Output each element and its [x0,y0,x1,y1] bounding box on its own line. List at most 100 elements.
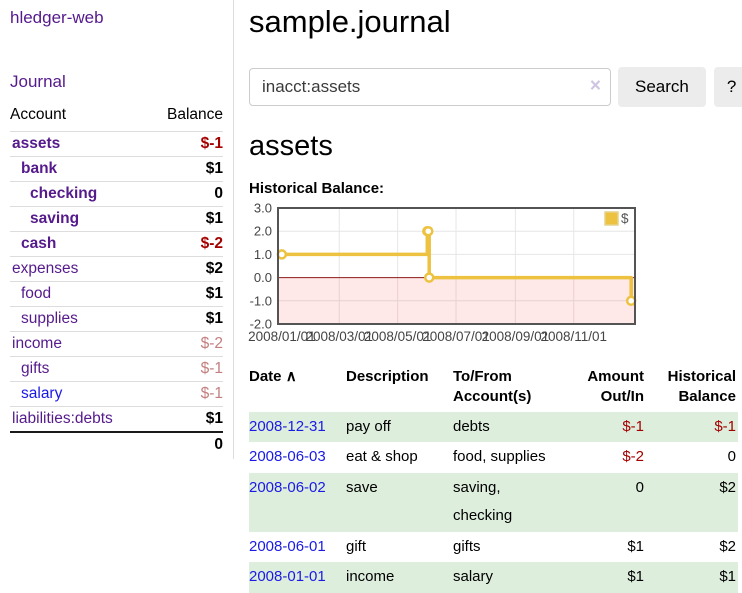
transaction-description: eat & shop [346,448,418,465]
accounts-header-balance: Balance [166,106,223,123]
transaction-accounts: saving, checking [453,478,513,525]
app-title-link[interactable]: hledger-web [10,8,104,27]
x-tick-label: 2008/11/01 [540,329,607,344]
transaction-row[interactable]: 2008-06-02 save saving, checking 0 $2 [249,472,738,532]
search-input[interactable] [249,68,611,106]
transaction-amount: $1 [627,568,644,585]
negative-region [278,277,635,324]
account-heading: assets [249,130,333,162]
account-balance: 0 [214,185,223,202]
register-header-row: Date ∧ Description To/From Account(s) Am… [249,365,738,412]
accounts-total-spacer [10,432,148,457]
account-balance: $-2 [200,235,223,252]
transaction-row[interactable]: 2008-12-31 pay off debts $-1 $-1 [249,411,738,442]
app-title: hledger-web [10,8,223,28]
account-link-bank[interactable]: bank [21,160,58,177]
y-tick-label: 2.0 [254,224,272,239]
search-box: × [249,68,611,106]
account-link-expenses[interactable]: expenses [12,260,79,277]
search-button[interactable]: Search [618,67,706,107]
transaction-row[interactable]: 2008-06-03 eat & shop food, supplies $-2 0 [249,442,738,473]
legend-swatch [604,211,619,226]
transaction-date-link[interactable]: 2008-06-02 [249,478,326,496]
y-tick-label: -1.0 [250,293,272,308]
data-point-marker [423,225,434,237]
data-point-marker [276,249,288,260]
transaction-amount: $1 [627,537,644,555]
transaction-date-link[interactable]: 2008-06-01 [249,537,326,555]
chart-border [277,207,636,325]
account-link-assets[interactable]: assets [12,135,61,152]
account-link-supplies[interactable]: supplies [21,310,78,327]
search-row: × Search ? [249,67,742,107]
clear-search-icon[interactable]: × [589,75,601,97]
transaction-accounts: debts [453,417,490,435]
nav-journal: Journal [10,72,223,92]
accounts-header-row: Account Balance [10,106,223,132]
transaction-amount: 0 [635,478,644,496]
account-link-cash[interactable]: cash [21,235,57,252]
account-row: checking 0 [10,181,223,207]
account-link-income[interactable]: income [12,335,62,352]
account-balance: $-1 [200,385,223,402]
account-row: supplies $1 [10,306,223,332]
y-tick-label: 0.0 [254,270,272,285]
col-header-description: Description [346,368,429,385]
account-row: assets $-1 [10,131,223,157]
transaction-row[interactable]: 2008-06-01 gift gifts $1 $2 [249,532,738,563]
account-row: bank $1 [10,156,223,182]
account-row: cash $-2 [10,231,223,257]
account-link-liabilities-debts[interactable]: liabilities:debts [12,410,113,427]
account-row: liabilities:debts $1 [10,406,223,433]
accounts-total-row: 0 [10,432,223,457]
sidebar: hledger-web Journal Account Balance asse… [0,0,234,459]
account-balance: $1 [205,285,223,302]
account-balance: $2 [205,260,223,277]
accounts-table: Account Balance assets $-1 bank $1 checking 0… [10,106,223,457]
account-row: salary $-1 [10,381,223,407]
transaction-accounts: food, supplies [453,448,546,465]
account-link-salary[interactable]: salary [21,385,63,402]
transaction-description: save [346,478,378,496]
transaction-row[interactable]: 2008-01-01 income salary $1 $1 [249,562,738,593]
x-tick-label: 2008/05/01 [364,329,432,344]
transaction-balance: $2 [719,537,736,555]
account-link-checking[interactable]: checking [30,185,98,202]
col-header-date[interactable]: Date ∧ [249,365,346,412]
transaction-date-link[interactable]: 2008-01-01 [249,568,326,585]
col-header-amount: Amount Out/In [587,368,644,406]
y-tick-label: -2.0 [250,317,272,332]
chart-title: Historical Balance: [249,180,385,197]
account-balance: $-1 [200,360,223,377]
transaction-date-link[interactable]: 2008-06-03 [249,448,326,465]
transaction-balance: $-1 [714,417,736,435]
transaction-description: pay off [346,417,391,435]
accounts-header-account: Account [10,106,67,123]
account-balance: $-2 [200,335,223,352]
x-tick-label: 2008/01/01 [248,329,316,344]
legend-label: $ [621,211,629,226]
account-balance: $-1 [200,135,223,152]
accounts-total-value: 0 [214,436,223,453]
data-point-marker [423,272,435,283]
account-link-food[interactable]: food [21,285,52,302]
y-tick-label: 3.0 [254,201,272,216]
transaction-accounts: salary [453,568,494,585]
transaction-date-link[interactable]: 2008-12-31 [249,417,326,435]
account-row: food $1 [10,281,223,307]
transaction-balance: 0 [727,448,736,465]
account-balance: $1 [205,210,223,227]
account-link-gifts[interactable]: gifts [21,360,50,377]
col-header-date-label: Date [249,368,282,385]
nav-journal-link[interactable]: Journal [10,72,66,91]
account-link-saving[interactable]: saving [30,210,80,227]
account-row: gifts $-1 [10,356,223,382]
x-tick-label: 2008/09/01 [482,329,550,344]
account-balance: $1 [205,160,223,177]
transaction-amount: $-1 [622,417,644,435]
historical-balance-chart[interactable]: 3.0 2.0 1.0 0.0 -1.0 -2.0 2008/01/01 2008/03/01… [248,201,644,348]
sort-asc-icon: ∧ [285,368,297,385]
help-button[interactable]: ? [713,67,742,107]
transaction-accounts: gifts [453,537,481,555]
